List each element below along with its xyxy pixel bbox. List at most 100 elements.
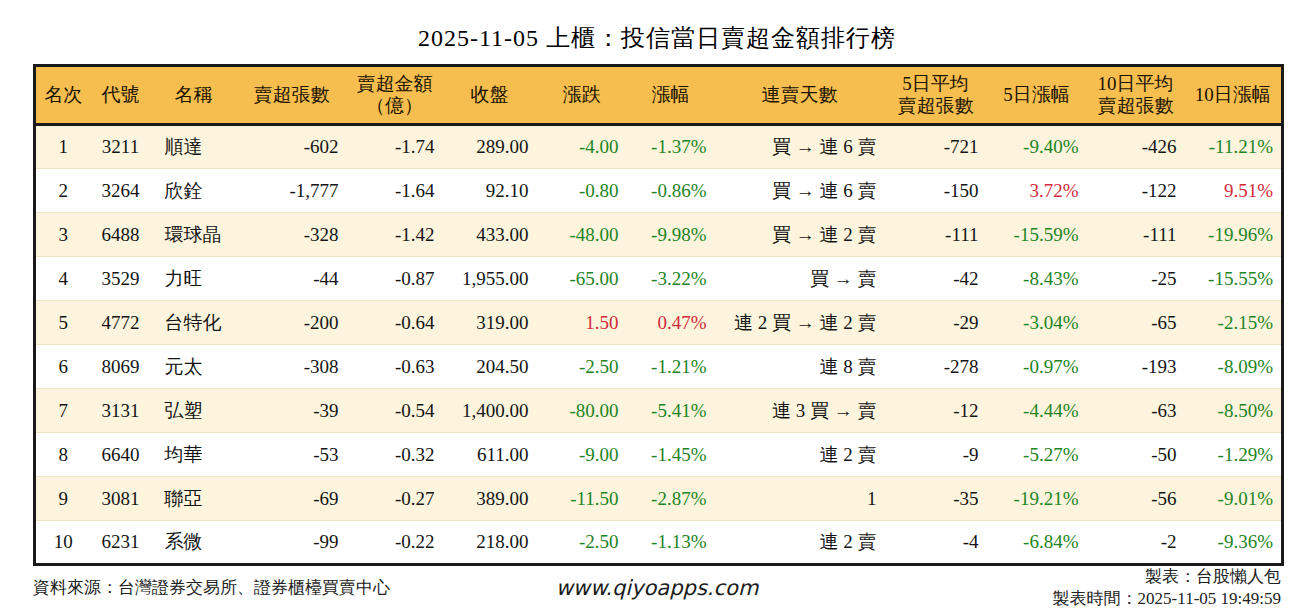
cell-avg10-volume: -426 <box>1087 125 1185 169</box>
cell-sell-amount: -1.74 <box>347 125 443 169</box>
cell-sell-streak: 連 2 買 → 連 2 賣 <box>715 301 885 345</box>
cell-change-pct: -1.13% <box>627 521 715 565</box>
cell-pct-10d: -9.01% <box>1185 477 1283 521</box>
cell-sell-volume: -1,777 <box>237 169 347 213</box>
cell-name: 力旺 <box>151 257 237 301</box>
cell-rank: 9 <box>35 477 91 521</box>
cell-avg5-volume: -29 <box>885 301 987 345</box>
cell-pct-10d: -8.50% <box>1185 389 1283 433</box>
cell-pct-10d: -2.15% <box>1185 301 1283 345</box>
cell-name: 台特化 <box>151 301 237 345</box>
page-title: 2025-11-05 上櫃：投信當日賣超金額排行榜 <box>0 22 1314 54</box>
cell-change: -11.50 <box>537 477 627 521</box>
cell-rank: 8 <box>35 433 91 477</box>
cell-sell-volume: -200 <box>237 301 347 345</box>
table-row: 13211順達-602-1.74289.00-4.00-1.37%買 → 連 6… <box>35 125 1283 169</box>
cell-code: 6231 <box>91 521 151 565</box>
cell-sell-amount: -0.54 <box>347 389 443 433</box>
cell-code: 3529 <box>91 257 151 301</box>
cell-close: 319.00 <box>443 301 537 345</box>
cell-close: 611.00 <box>443 433 537 477</box>
author-label: 製表：台股懶人包 <box>1053 566 1281 588</box>
cell-sell-volume: -99 <box>237 521 347 565</box>
column-header-sell-streak: 連賣天數 <box>715 66 885 125</box>
cell-rank: 2 <box>35 169 91 213</box>
cell-change-pct: -2.87% <box>627 477 715 521</box>
cell-change: -65.00 <box>537 257 627 301</box>
column-header-sell-amount: 賣超金額 （億） <box>347 66 443 125</box>
cell-pct-5d: -9.40% <box>987 125 1087 169</box>
cell-pct-5d: 3.72% <box>987 169 1087 213</box>
cell-change-pct: -5.41% <box>627 389 715 433</box>
cell-pct-10d: -9.36% <box>1185 521 1283 565</box>
cell-sell-volume: -44 <box>237 257 347 301</box>
cell-pct-5d: -5.27% <box>987 433 1087 477</box>
cell-sell-volume: -602 <box>237 125 347 169</box>
cell-avg10-volume: -63 <box>1087 389 1185 433</box>
cell-code: 6640 <box>91 433 151 477</box>
cell-sell-streak: 連 2 賣 <box>715 433 885 477</box>
cell-change: -48.00 <box>537 213 627 257</box>
column-header-avg5-volume: 5日平均 賣超張數 <box>885 66 987 125</box>
cell-code: 8069 <box>91 345 151 389</box>
table-header-row: 名次代號名稱賣超張數賣超金額 （億）收盤漲跌漲幅連賣天數5日平均 賣超張數5日漲… <box>35 66 1283 125</box>
generated-time-label: 製表時間：2025-11-05 19:49:59 <box>1053 588 1281 610</box>
cell-change: -0.80 <box>537 169 627 213</box>
cell-pct-5d: -8.43% <box>987 257 1087 301</box>
cell-avg10-volume: -25 <box>1087 257 1185 301</box>
table-row: 86640均華-53-0.32611.00-9.00-1.45%連 2 賣-9-… <box>35 433 1283 477</box>
column-header-sell-volume: 賣超張數 <box>237 66 347 125</box>
footer: 資料來源：台灣證券交易所、證券櫃檯買賣中心 www.qiyoapps.com 製… <box>33 570 1281 612</box>
cell-change-pct: -3.22% <box>627 257 715 301</box>
cell-rank: 10 <box>35 521 91 565</box>
cell-name: 環球晶 <box>151 213 237 257</box>
column-header-name: 名稱 <box>151 66 237 125</box>
table-row: 54772台特化-200-0.64319.001.500.47%連 2 買 → … <box>35 301 1283 345</box>
cell-rank: 3 <box>35 213 91 257</box>
table-row: 36488環球晶-328-1.42433.00-48.00-9.98%買 → 連… <box>35 213 1283 257</box>
cell-name: 順達 <box>151 125 237 169</box>
cell-avg10-volume: -122 <box>1087 169 1185 213</box>
cell-sell-volume: -69 <box>237 477 347 521</box>
cell-sell-volume: -53 <box>237 433 347 477</box>
table-row: 68069元太-308-0.63204.50-2.50-1.21%連 8 賣-2… <box>35 345 1283 389</box>
cell-avg10-volume: -50 <box>1087 433 1185 477</box>
cell-sell-amount: -0.63 <box>347 345 443 389</box>
cell-sell-amount: -0.87 <box>347 257 443 301</box>
cell-sell-volume: -328 <box>237 213 347 257</box>
cell-sell-streak: 1 <box>715 477 885 521</box>
cell-name: 欣銓 <box>151 169 237 213</box>
column-header-change-pct: 漲幅 <box>627 66 715 125</box>
cell-avg5-volume: -12 <box>885 389 987 433</box>
cell-avg10-volume: -56 <box>1087 477 1185 521</box>
cell-rank: 5 <box>35 301 91 345</box>
cell-pct-5d: -0.97% <box>987 345 1087 389</box>
cell-sell-volume: -39 <box>237 389 347 433</box>
column-header-code: 代號 <box>91 66 151 125</box>
cell-change: 1.50 <box>537 301 627 345</box>
cell-change: -9.00 <box>537 433 627 477</box>
table-row: 93081聯亞-69-0.27389.00-11.50-2.87%1-35-19… <box>35 477 1283 521</box>
cell-pct-10d: -11.21% <box>1185 125 1283 169</box>
cell-sell-streak: 買 → 賣 <box>715 257 885 301</box>
column-header-avg10-volume: 10日平均 賣超張數 <box>1087 66 1185 125</box>
cell-code: 3131 <box>91 389 151 433</box>
cell-avg10-volume: -65 <box>1087 301 1185 345</box>
cell-pct-5d: -15.59% <box>987 213 1087 257</box>
cell-close: 389.00 <box>443 477 537 521</box>
table-row: 106231系微-99-0.22218.00-2.50-1.13%連 2 賣-4… <box>35 521 1283 565</box>
cell-pct-10d: 9.51% <box>1185 169 1283 213</box>
cell-pct-5d: -6.84% <box>987 521 1087 565</box>
cell-change-pct: 0.47% <box>627 301 715 345</box>
cell-pct-10d: -8.09% <box>1185 345 1283 389</box>
column-header-change: 漲跌 <box>537 66 627 125</box>
cell-close: 289.00 <box>443 125 537 169</box>
cell-sell-streak: 買 → 連 6 賣 <box>715 169 885 213</box>
cell-rank: 6 <box>35 345 91 389</box>
sell-ranking-table: 名次代號名稱賣超張數賣超金額 （億）收盤漲跌漲幅連賣天數5日平均 賣超張數5日漲… <box>33 64 1284 566</box>
cell-name: 弘塑 <box>151 389 237 433</box>
cell-code: 3211 <box>91 125 151 169</box>
cell-sell-amount: -0.22 <box>347 521 443 565</box>
cell-avg5-volume: -111 <box>885 213 987 257</box>
cell-change-pct: -1.21% <box>627 345 715 389</box>
